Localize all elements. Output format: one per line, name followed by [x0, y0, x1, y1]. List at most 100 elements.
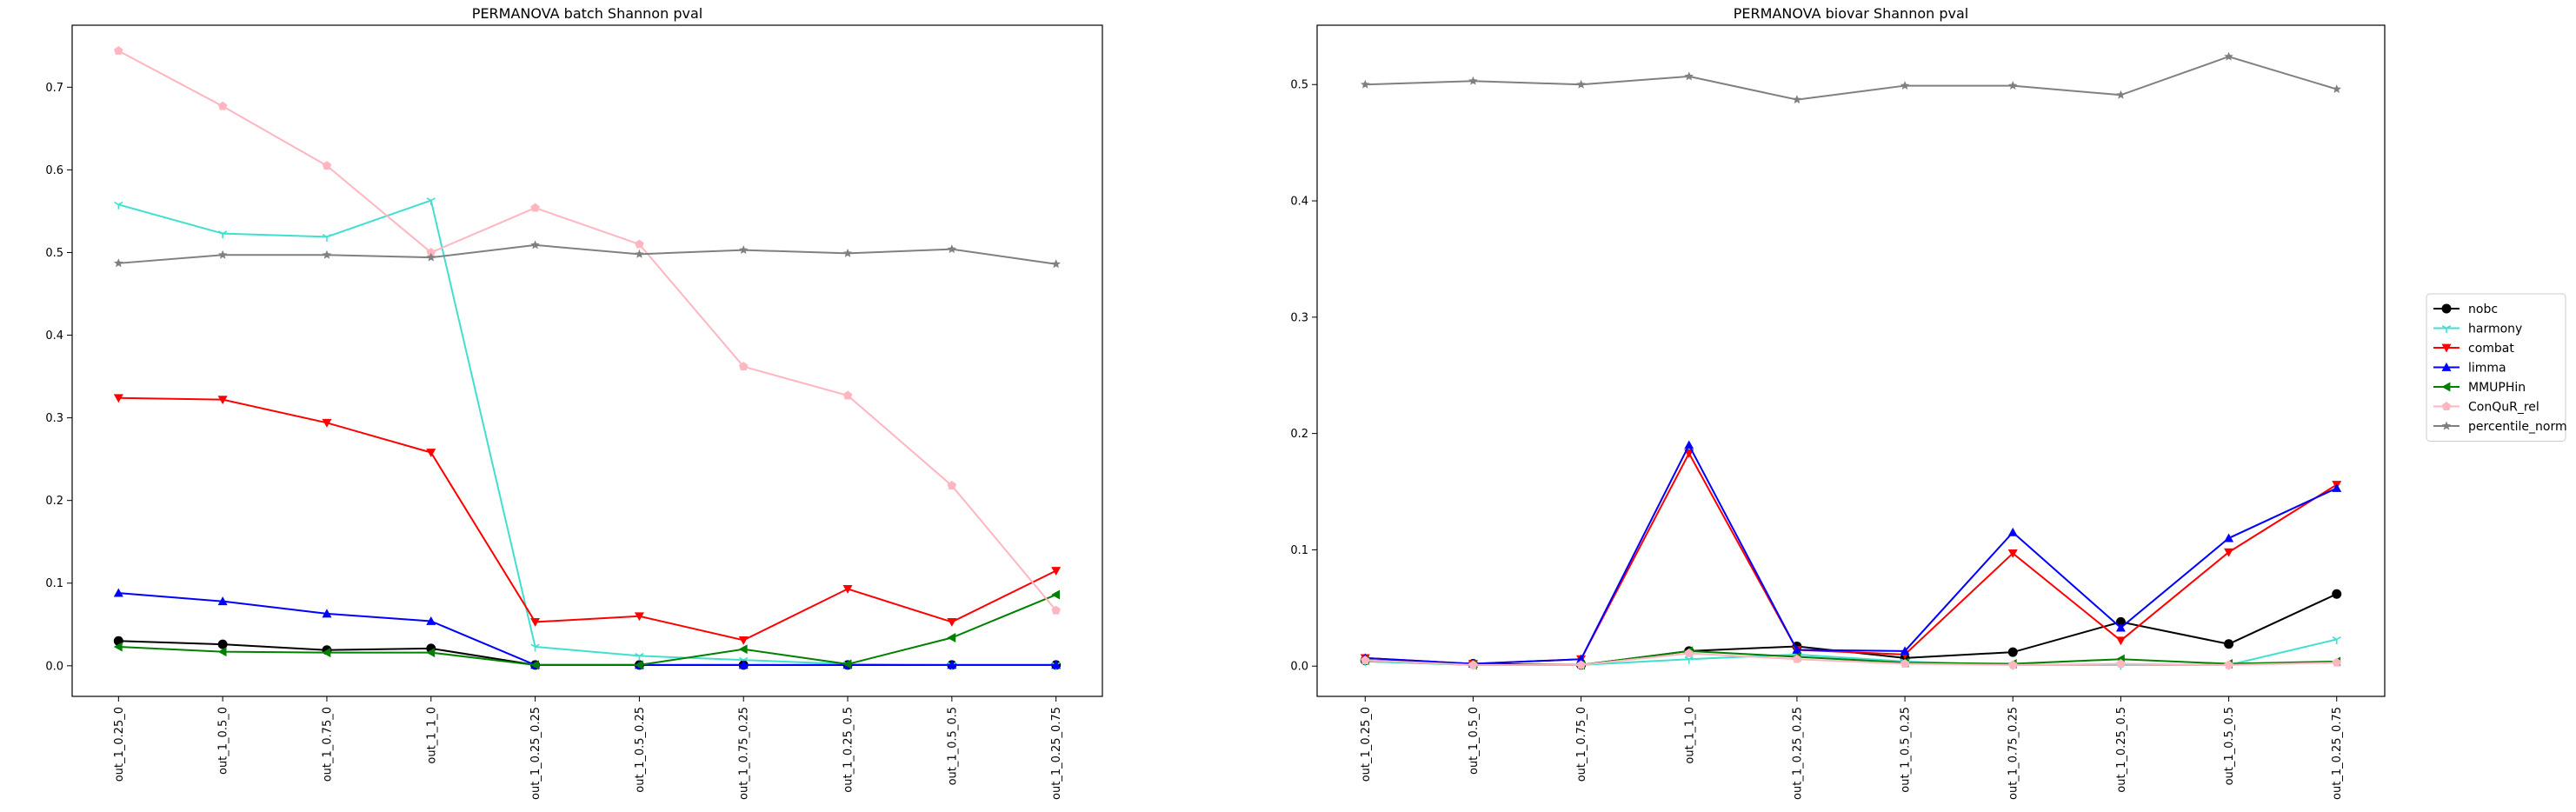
data-point-limma — [1576, 654, 1587, 663]
x-tick-label: out_1_0.25_0.5 — [842, 707, 855, 793]
series-line-percentile-norm — [1365, 56, 2338, 101]
x-tick-label: out_1_0.25_0.75 — [2331, 707, 2344, 800]
series-line-mmuphin — [118, 594, 1057, 666]
data-point-limma — [1900, 646, 1910, 656]
data-point-percentile-norm — [530, 240, 540, 250]
data-point-conqur-rel — [2332, 657, 2341, 667]
data-point-conqur-rel — [2224, 660, 2233, 669]
y-tick-label: 0.4 — [45, 329, 63, 343]
data-point-limma — [2007, 527, 2018, 536]
series-line-nobc — [118, 640, 1056, 666]
data-point-limma — [2115, 622, 2126, 632]
data-point-percentile-norm — [1576, 79, 1586, 89]
data-point-limma — [113, 588, 123, 597]
data-point-percentile-norm — [1468, 76, 1478, 85]
data-point-conqur-rel — [1576, 660, 1586, 669]
data-point-nobc — [2332, 589, 2342, 599]
data-point-conqur-rel — [947, 481, 957, 490]
legend-entry-combat: combat — [2433, 342, 2514, 356]
x-tick-label: out_1_0.75_0 — [1575, 707, 1588, 782]
data-point-mmuphin — [947, 632, 956, 642]
data-point-conqur-rel — [217, 101, 228, 110]
series-line-combat — [118, 396, 1057, 642]
data-point-combat — [947, 618, 957, 627]
data-point-conqur-rel — [114, 45, 123, 55]
data-point-percentile-norm — [738, 245, 749, 255]
data-point-combat — [2007, 549, 2018, 558]
data-point-harmony — [1684, 656, 1694, 664]
legend-entry-harmony: harmony — [2433, 323, 2522, 336]
data-point-harmony — [426, 197, 436, 206]
data-point-combat — [322, 418, 332, 428]
data-point-percentile-norm — [842, 248, 853, 257]
legend-entry-conqur-rel: ConQuR_rel — [2433, 401, 2539, 415]
y-tick-label: 0.6 — [45, 164, 63, 177]
data-point-combat — [2224, 548, 2234, 557]
data-point-mmuphin — [426, 648, 436, 658]
legend-marker — [2441, 325, 2452, 333]
data-point-limma — [217, 596, 228, 606]
y-tick-label: 0.5 — [1290, 79, 1308, 92]
x-tick-label: out_1_0.75_0.25 — [738, 707, 751, 800]
data-point-conqur-rel — [1792, 654, 1802, 663]
chart-batch-shannon: PERMANOVA batch Shannon pval 0.0 0.1 0.2 0.3… — [45, 5, 1103, 800]
x-tick-label: out_1_0.5_0.25 — [634, 707, 647, 793]
data-point-percentile-norm — [2332, 84, 2341, 94]
data-point-percentile-norm — [217, 250, 228, 259]
data-point-mmuphin — [634, 660, 643, 670]
data-point-combat — [842, 585, 853, 594]
series-limma — [1360, 440, 2342, 668]
data-point-percentile-norm — [1900, 81, 1910, 90]
legend-marker — [2441, 363, 2452, 371]
data-point-conqur-rel — [2116, 659, 2126, 668]
plot-frame — [71, 24, 1103, 697]
data-point-percentile-norm — [1051, 259, 1061, 269]
x-tick-label: out_1_0.25_0 — [1360, 707, 1373, 782]
data-point-conqur-rel — [1468, 660, 1478, 669]
x-tick-label: out_1_0.25_0 — [113, 707, 126, 782]
series-line-nobc — [1365, 593, 2338, 666]
series-line-conqur-rel — [117, 50, 1057, 611]
data-point-limma — [738, 660, 749, 669]
data-point-percentile-norm — [635, 249, 644, 258]
series-percentile-norm — [114, 240, 1061, 269]
series-line-conqur-rel — [1365, 652, 2337, 666]
data-point-harmony — [635, 652, 644, 661]
plot-frame — [1316, 24, 2386, 697]
data-point-percentile-norm — [1684, 71, 1694, 81]
legend-entry-percentile-norm: percentile_norm — [2433, 420, 2567, 434]
x-tick-label: out_1_0.5_0.25 — [1900, 707, 1913, 793]
series-combat — [1360, 449, 2342, 669]
series-line-combat — [1365, 451, 2338, 665]
data-point-conqur-rel — [1361, 656, 1370, 664]
data-point-conqur-rel — [738, 362, 749, 371]
y-tick-label: 0.0 — [1290, 661, 1308, 674]
series-conqur-rel — [114, 45, 1061, 615]
data-point-combat — [1051, 567, 1062, 576]
y-tick-label: 0.3 — [1290, 311, 1308, 324]
x-tick-label: out_1_1_0 — [425, 707, 438, 764]
x-tick-label: out_1_0.5_0 — [217, 707, 230, 775]
chart-biovar-shannon: PERMANOVA biovar Shannon pval 0.0 0.1 0.2 0.… — [1290, 5, 2386, 800]
series-line-percentile-norm — [118, 243, 1056, 265]
data-point-conqur-rel — [426, 247, 436, 256]
legend-marker — [2441, 303, 2452, 314]
x-tick-label: out_1_0.25_0.25 — [1791, 707, 1804, 800]
y-tick-label: 0.1 — [45, 577, 63, 590]
data-point-mmuphin — [217, 647, 227, 657]
x-tick-label: out_1_0.25_0.75 — [1050, 707, 1063, 800]
legend-label: harmony — [2468, 323, 2522, 336]
data-point-combat — [426, 449, 436, 458]
legend-entry-limma: limma — [2433, 362, 2506, 376]
y-tick-label: 0.4 — [1290, 196, 1308, 209]
y-tick-label: 0.5 — [45, 247, 63, 260]
y-tick-label: 0.2 — [1290, 428, 1308, 441]
data-point-limma — [426, 616, 436, 625]
data-point-mmuphin — [322, 648, 331, 658]
data-point-percentile-norm — [2224, 51, 2233, 61]
data-point-harmony — [114, 201, 123, 210]
legend-marker — [2441, 343, 2452, 353]
data-point-limma — [1792, 644, 1802, 654]
data-point-nobc — [2115, 616, 2126, 627]
data-point-mmuphin — [738, 644, 748, 655]
